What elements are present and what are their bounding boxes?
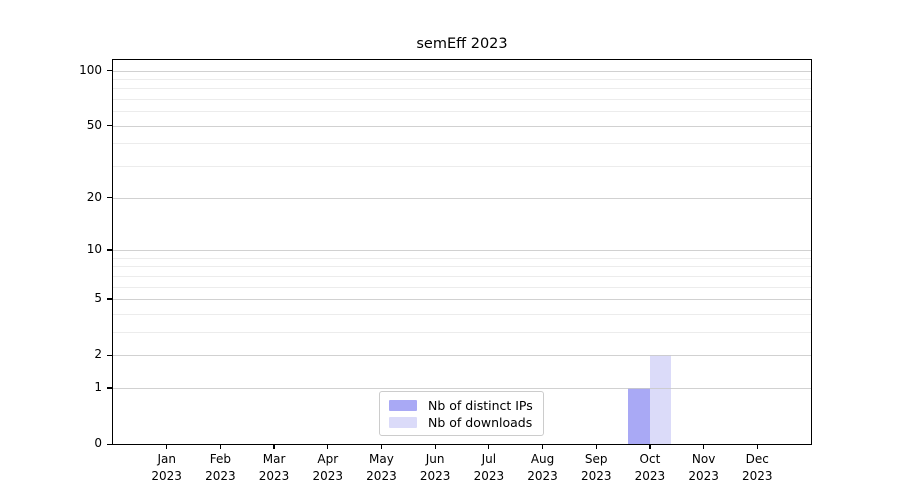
y-tick-mark bbox=[107, 197, 113, 199]
x-tick-label: Aug 2023 bbox=[527, 452, 558, 483]
plot-area bbox=[111, 58, 812, 445]
x-tick-mark bbox=[541, 444, 544, 449]
y-tick-mark bbox=[107, 125, 113, 127]
y-gridline-minor bbox=[113, 313, 811, 315]
x-tick-label: Oct 2023 bbox=[634, 452, 666, 483]
x-tick-mark bbox=[166, 444, 168, 449]
y-tick-mark bbox=[107, 387, 113, 389]
y-gridline-minor bbox=[113, 88, 811, 90]
legend-swatch-downloads bbox=[389, 417, 417, 428]
legend: Nb of distinct IPs Nb of downloads bbox=[379, 391, 544, 436]
x-tick-label: May 2023 bbox=[366, 452, 397, 483]
y-gridline-major bbox=[113, 249, 811, 251]
x-tick-mark bbox=[219, 444, 221, 449]
x-tick-mark bbox=[327, 444, 329, 449]
y-gridline-major bbox=[113, 387, 811, 389]
y-tick-mark bbox=[107, 70, 113, 72]
x-tick-label: Feb 2023 bbox=[205, 452, 236, 483]
y-tick-label: 2 bbox=[94, 347, 102, 362]
x-tick-mark bbox=[434, 444, 436, 449]
y-gridline-major bbox=[113, 70, 811, 72]
x-tick-label: Jun 2023 bbox=[419, 452, 451, 483]
bar-nb-of-distinct-ips-oct bbox=[628, 387, 650, 444]
y-gridline-minor bbox=[113, 266, 811, 268]
y-gridline-minor bbox=[113, 166, 811, 168]
y-tick-label: 100 bbox=[79, 62, 102, 77]
y-gridline-minor bbox=[113, 99, 811, 101]
y-tick-mark bbox=[107, 354, 113, 356]
y-gridline-minor bbox=[113, 78, 811, 80]
y-gridline-minor bbox=[113, 275, 811, 277]
x-tick-mark bbox=[273, 444, 275, 449]
x-tick-label: Mar 2023 bbox=[258, 452, 290, 483]
x-tick-label: Dec 2023 bbox=[742, 452, 773, 483]
legend-label-downloads: Nb of downloads bbox=[428, 415, 533, 430]
chart-title: semEff 2023 bbox=[416, 36, 508, 52]
y-tick-mark bbox=[107, 443, 113, 445]
y-tick-mark bbox=[107, 249, 113, 251]
y-tick-label: 1 bbox=[94, 379, 102, 394]
y-gridline-major bbox=[113, 197, 811, 199]
legend-item-downloads: Nb of downloads bbox=[389, 415, 534, 430]
y-gridline-minor bbox=[113, 143, 811, 145]
y-tick-mark bbox=[107, 298, 113, 300]
x-tick-label: Nov 2023 bbox=[688, 452, 719, 483]
x-tick-label: Apr 2023 bbox=[312, 452, 344, 483]
x-tick-mark bbox=[756, 444, 758, 449]
x-tick-mark bbox=[380, 444, 383, 449]
y-gridline-minor bbox=[113, 331, 811, 333]
y-gridline-minor bbox=[113, 286, 811, 288]
y-gridline-minor bbox=[113, 111, 811, 113]
y-tick-label: 20 bbox=[86, 189, 102, 204]
x-tick-mark bbox=[649, 444, 651, 449]
legend-item-distinct-ips: Nb of distinct IPs bbox=[389, 398, 534, 413]
x-tick-mark bbox=[488, 444, 490, 449]
x-tick-mark bbox=[703, 444, 705, 449]
y-gridline-major bbox=[113, 125, 811, 127]
legend-label-distinct-ips: Nb of distinct IPs bbox=[428, 398, 533, 413]
y-gridline-major bbox=[113, 355, 811, 357]
y-tick-label: 5 bbox=[94, 290, 102, 305]
bar-nb-of-downloads-oct bbox=[649, 355, 672, 444]
y-tick-label: 10 bbox=[86, 241, 102, 256]
y-tick-label: 0 bbox=[94, 436, 102, 450]
legend-swatch-distinct-ips bbox=[389, 400, 417, 411]
x-tick-mark bbox=[595, 444, 597, 449]
y-gridline-major bbox=[113, 298, 811, 300]
y-tick-label: 50 bbox=[86, 117, 102, 132]
x-tick-label: Jan 2023 bbox=[151, 452, 182, 483]
x-tick-label: Sep 2023 bbox=[580, 452, 612, 483]
y-gridline-minor bbox=[113, 257, 811, 259]
x-tick-label: Jul 2023 bbox=[473, 452, 505, 483]
